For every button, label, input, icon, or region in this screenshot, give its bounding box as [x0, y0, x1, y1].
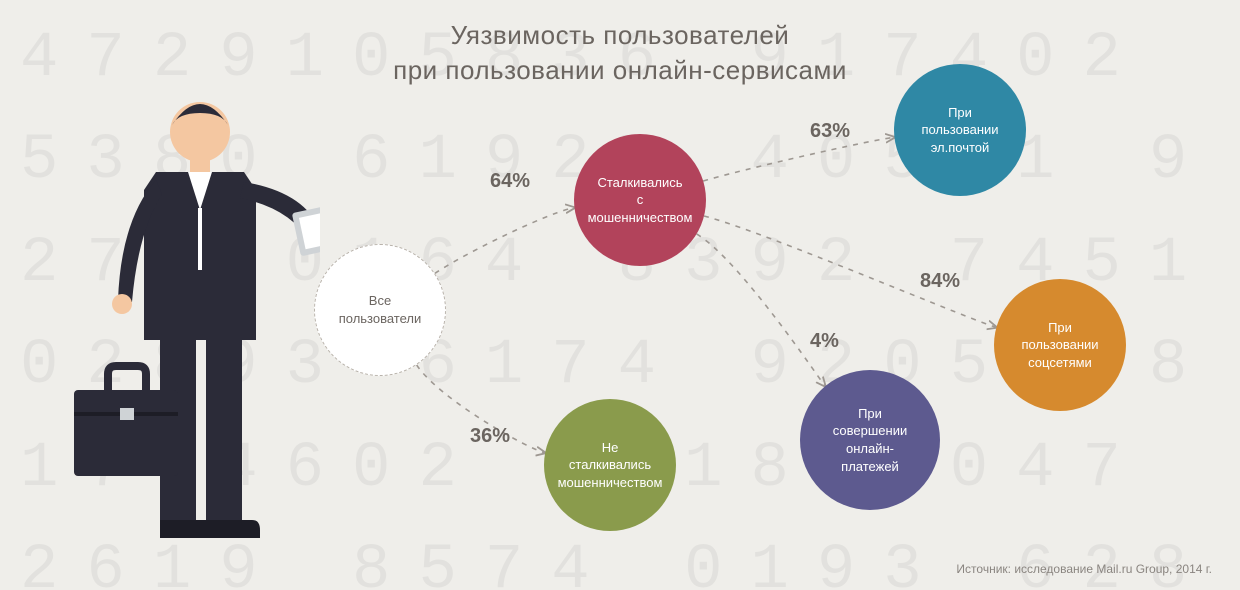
node-social: Припользованиисоцсетями: [994, 279, 1126, 411]
title-line-2: при пользовании онлайн-сервисами: [393, 55, 847, 85]
businessman-figure: [60, 90, 320, 570]
node-email: Припользованииэл.почтой: [894, 64, 1026, 196]
pct-p36: 36%: [470, 425, 510, 448]
edge-all_users-faced_fraud: [435, 208, 575, 274]
title-line-1: Уязвимость пользователей: [451, 20, 790, 50]
pct-p63: 63%: [810, 120, 850, 143]
pct-p64: 64%: [490, 170, 530, 193]
source-caption: Источник: исследование Mail.ru Group, 20…: [956, 562, 1212, 576]
infographic-canvas: { "title_line1": "Уязвимость пользовател…: [0, 0, 1240, 590]
edge-faced_fraud-payments: [697, 234, 826, 386]
node-payments: Присовершениионлайн-платежей: [800, 370, 940, 510]
pct-p4: 4%: [810, 330, 839, 353]
pct-p84: 84%: [920, 270, 960, 293]
node-not_faced: Несталкивалисьмошенничеством: [544, 399, 676, 531]
node-all_users: Всепользователи: [314, 244, 446, 376]
edge-faced_fraud-email: [703, 137, 894, 181]
title: Уязвимость пользователей при пользовании…: [0, 18, 1240, 88]
node-faced_fraud: Сталкивалисьс мошенничеством: [574, 134, 706, 266]
